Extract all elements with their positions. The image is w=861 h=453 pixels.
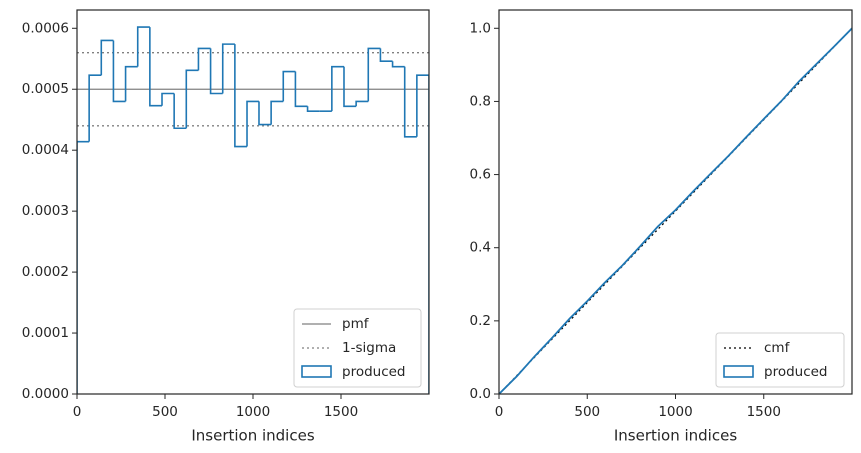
legend-swatch — [723, 365, 754, 378]
x-tick-label: 0 — [73, 404, 82, 420]
y-tick-label: 1.0 — [470, 20, 491, 36]
legend-label: produced — [342, 364, 406, 380]
axes-frame — [498, 9, 853, 395]
histogram-step — [197, 47, 211, 71]
histogram-step — [149, 27, 163, 107]
legend-label: cmf — [764, 340, 791, 356]
histogram-step — [379, 48, 393, 62]
y-tick-label: 0.0005 — [22, 81, 69, 97]
legend: pmf 1-sigma produced — [293, 308, 422, 388]
histogram-step — [124, 65, 138, 102]
histogram-step — [294, 71, 308, 108]
histogram-step — [161, 92, 175, 106]
histogram-step — [136, 26, 150, 67]
x-tick-label: 500 — [152, 404, 178, 420]
plot-area — [77, 26, 429, 394]
y-tick-label: 0.0003 — [22, 203, 69, 219]
histogram-step — [173, 93, 187, 130]
histogram-step — [88, 74, 102, 142]
histogram-step — [343, 66, 357, 108]
legend-label: 1-sigma — [342, 340, 396, 356]
x-tick-label: 0 — [495, 404, 504, 420]
y-tick-label: 0.8 — [470, 93, 491, 109]
x-tick-label: 1000 — [236, 404, 270, 420]
histogram-step — [306, 106, 320, 112]
series-line — [499, 27, 852, 394]
histogram-step — [403, 66, 417, 138]
legend-box — [293, 308, 422, 388]
histogram-step — [282, 70, 296, 102]
plot-area — [499, 27, 852, 394]
x-axis-label: Insertion indices — [614, 427, 737, 445]
histogram-step — [246, 100, 259, 147]
y-tick-label: 0.6 — [470, 167, 491, 183]
y-tick-label: 0.0000 — [22, 386, 69, 402]
histogram-step — [331, 65, 344, 112]
y-tick-label: 0.0006 — [22, 20, 69, 36]
histogram-step — [355, 100, 369, 107]
x-tick-label: 1500 — [324, 404, 358, 420]
legend-label: pmf — [342, 316, 370, 332]
histogram-step — [270, 100, 284, 125]
y-tick-label: 0.0002 — [22, 264, 69, 280]
legend-label: produced — [764, 364, 828, 380]
y-tick-label: 0.0001 — [22, 325, 69, 341]
legend: cmf produced — [715, 332, 845, 388]
histogram-step — [258, 101, 272, 126]
y-tick-label: 0.4 — [470, 240, 491, 256]
histogram-step — [416, 74, 429, 394]
axes-frame — [76, 9, 430, 395]
y-tick-label: 0.0 — [470, 386, 491, 402]
legend-box — [715, 332, 845, 388]
histogram-step — [209, 48, 223, 95]
histogram-step — [367, 47, 381, 102]
histogram-step — [185, 69, 199, 129]
histogram-step — [100, 39, 114, 76]
y-tick-label: 0.0004 — [22, 142, 69, 158]
histogram-step — [221, 43, 235, 94]
y-tick-label: 0.2 — [470, 313, 491, 329]
legend-swatch — [301, 365, 332, 378]
histogram-step — [112, 40, 126, 103]
x-axis-label: Insertion indices — [191, 427, 314, 445]
axes: 0.0000 0.0001 0.0002 0.0003 0.0004 0.0005 0.00… — [22, 9, 430, 445]
x-tick-label: 1000 — [658, 404, 692, 420]
histogram-step — [77, 140, 90, 394]
histogram-step — [391, 61, 405, 68]
x-tick-label: 500 — [574, 404, 600, 420]
x-tick-label: 1500 — [747, 404, 781, 420]
histogram-step — [234, 44, 248, 148]
axes: 0.0 0.2 0.4 0.6 0.8 1.0 0 500 1000 1500 Insertion … — [470, 9, 853, 445]
